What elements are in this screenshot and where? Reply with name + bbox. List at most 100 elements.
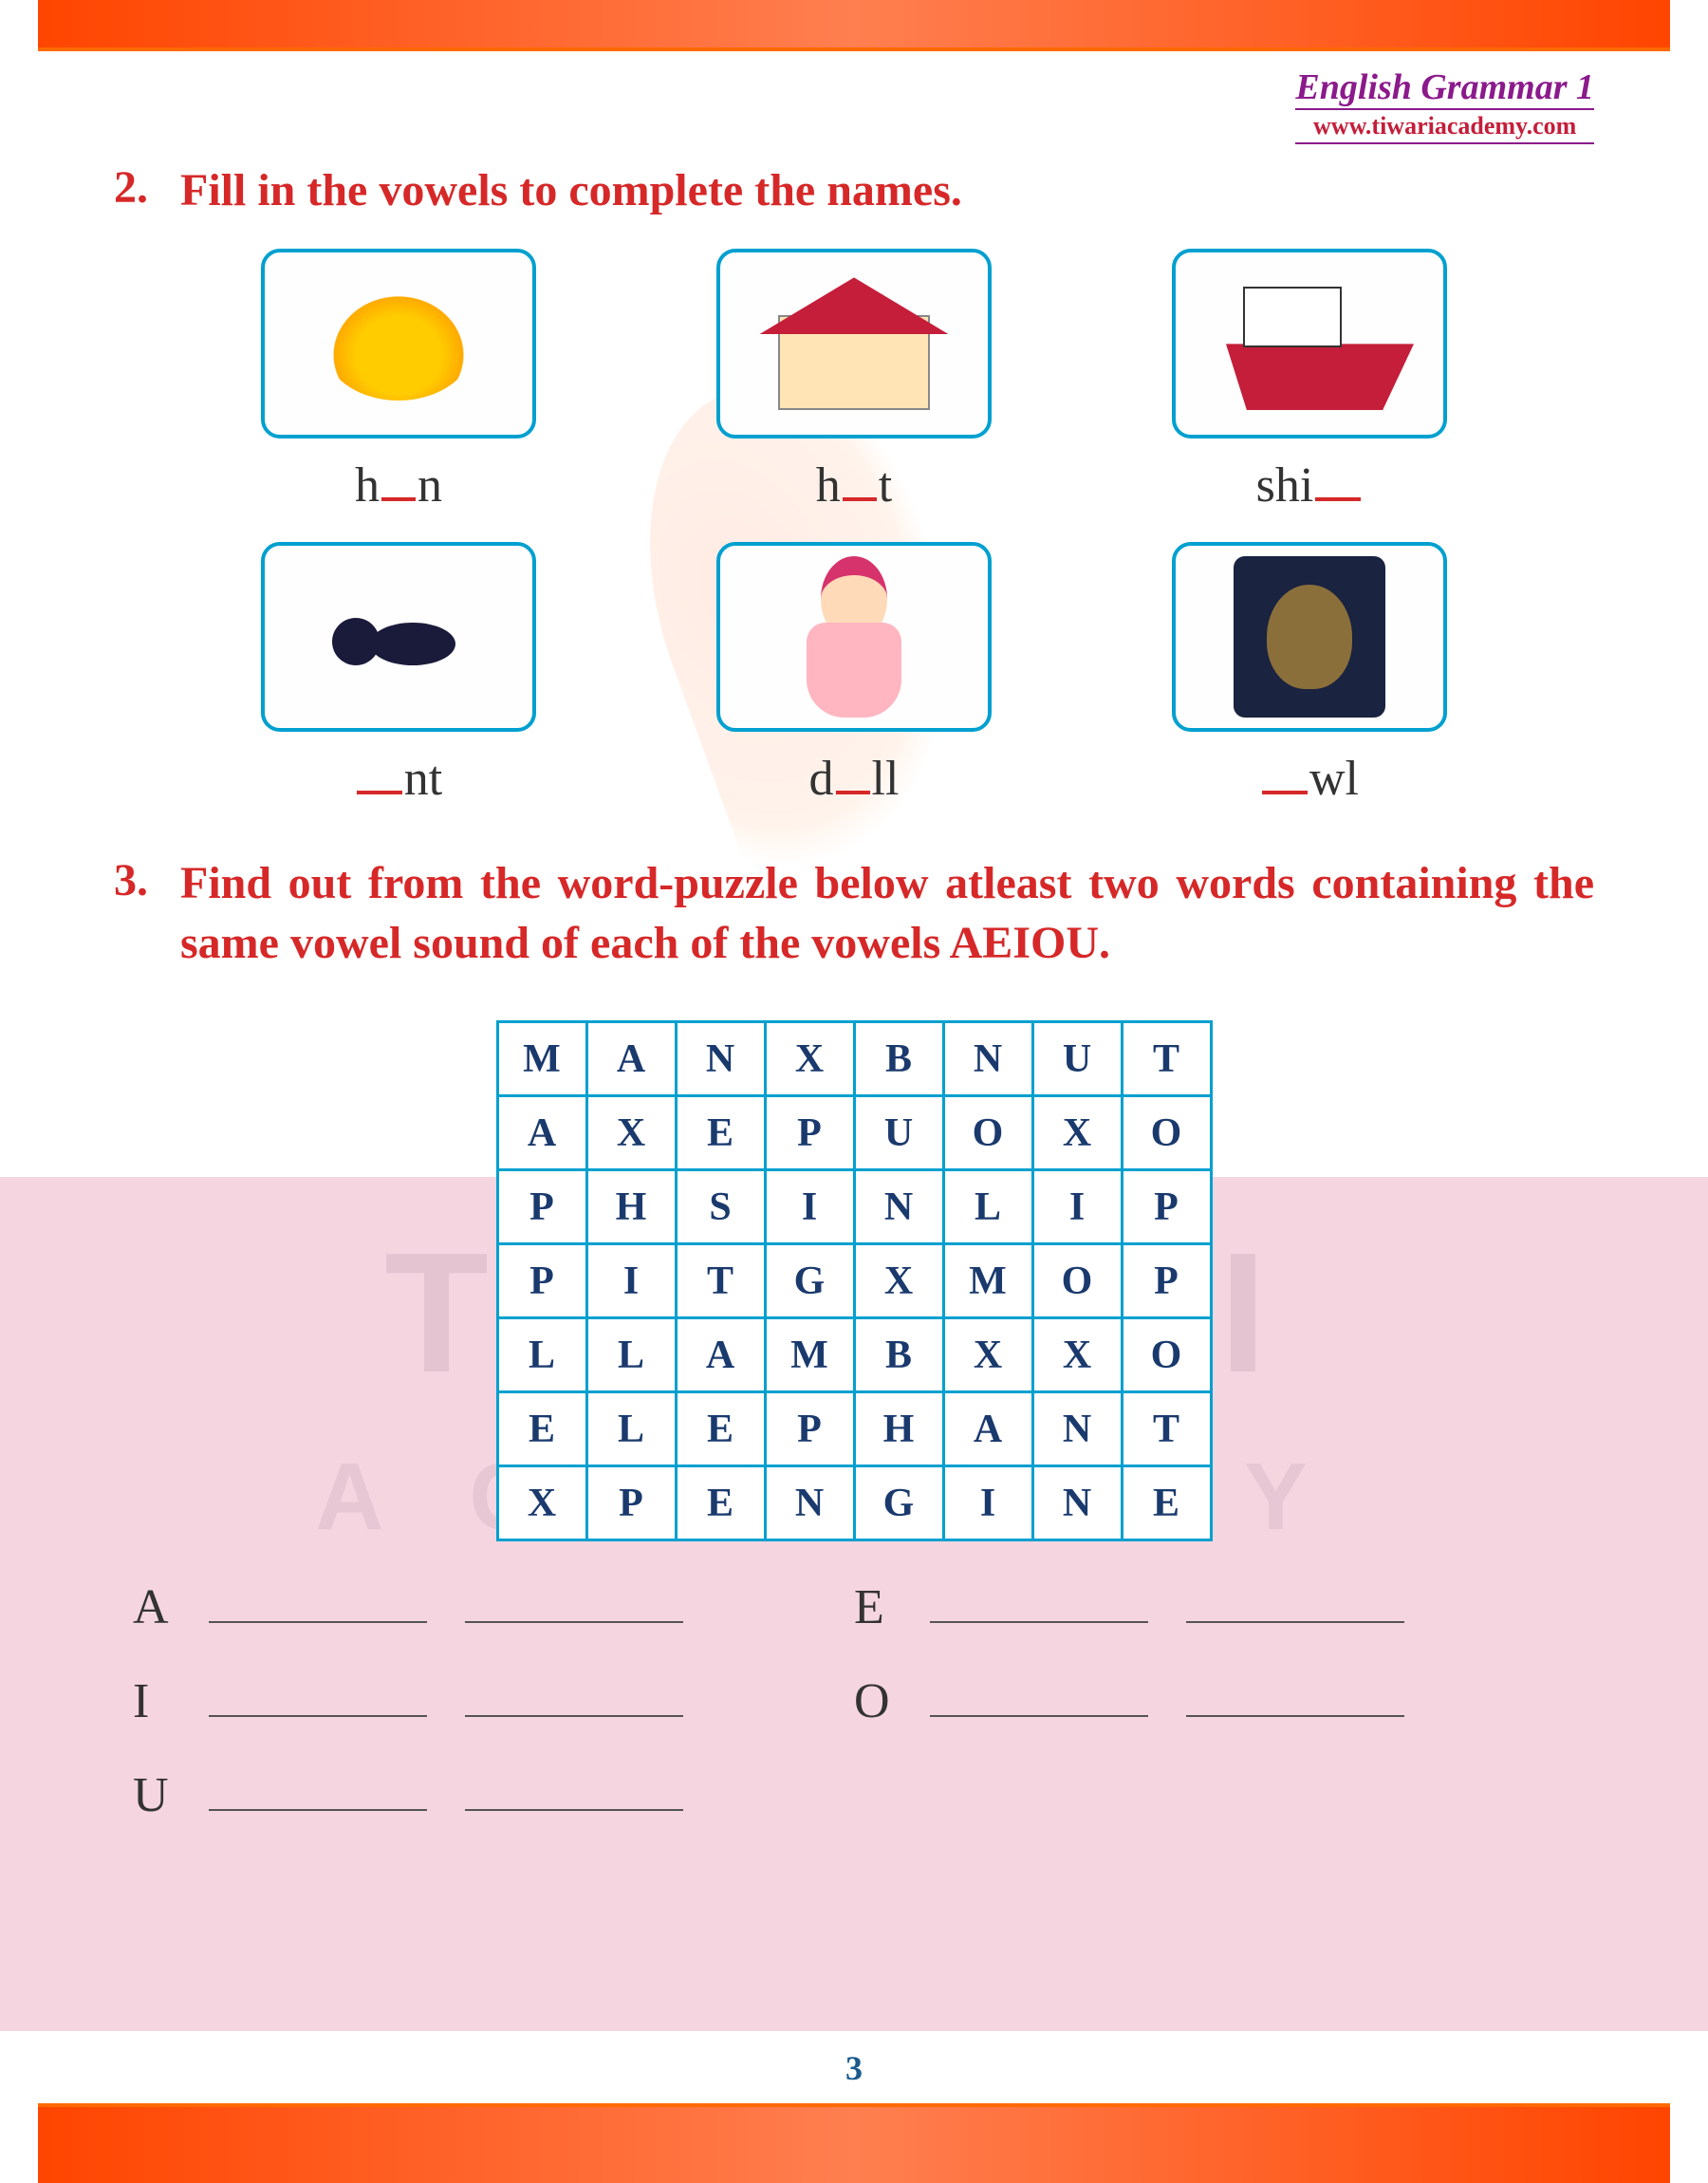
grid-cell: E (676, 1466, 765, 1540)
content-area: 2. Fill in the vowels to complete the na… (114, 161, 1594, 1861)
blank-e-1[interactable] (930, 1621, 1148, 1623)
owl-post: wl (1309, 752, 1359, 806)
grid-cell: H (586, 1170, 676, 1244)
grid-cell: T (1122, 1022, 1211, 1096)
hut-label: ht (816, 457, 892, 513)
hen-image-box (261, 249, 536, 438)
grid-row: PITGXMOP (497, 1244, 1211, 1318)
grid-row: MANXBNUT (497, 1022, 1211, 1096)
answer-o: O (854, 1673, 1575, 1729)
grid-cell: O (943, 1096, 1032, 1170)
ant-label: nt (355, 751, 442, 807)
grid-cell: X (1032, 1318, 1122, 1392)
q3-text: Find out from the word-puzzle below atle… (180, 854, 1594, 973)
hut-image-box (716, 249, 992, 438)
grid-cell: A (943, 1392, 1032, 1466)
grid-cell: L (943, 1170, 1032, 1244)
grid-cell: U (1032, 1022, 1122, 1096)
grid-cell: L (586, 1318, 676, 1392)
doll-post: ll (872, 752, 900, 806)
grid-cell: X (943, 1318, 1032, 1392)
header-title: English Grammar 1 (1295, 66, 1594, 108)
answer-e: E (854, 1579, 1575, 1635)
q2-text: Fill in the vowels to complete the names… (180, 161, 962, 220)
hen-post: n (418, 458, 442, 513)
blank-o-1[interactable] (930, 1715, 1148, 1717)
blank-i-1[interactable] (209, 1715, 427, 1717)
q2-row-2: nt dll wl (171, 542, 1537, 807)
grid-cell: E (676, 1392, 765, 1466)
item-ship: shi (1105, 249, 1514, 513)
grid-cell: P (586, 1466, 676, 1540)
grid-cell: N (943, 1022, 1032, 1096)
hut-blank[interactable] (843, 497, 877, 501)
page-number: 3 (845, 2048, 863, 2088)
question-3: 3. Find out from the word-puzzle below a… (114, 854, 1594, 973)
grid-cell: N (765, 1466, 854, 1540)
blank-i-2[interactable] (465, 1715, 683, 1717)
blank-a-2[interactable] (465, 1621, 683, 1623)
hen-blank[interactable] (381, 497, 416, 501)
grid-cell: X (497, 1466, 586, 1540)
doll-label: dll (809, 751, 900, 807)
grid-cell: I (765, 1170, 854, 1244)
ship-pre: shi (1256, 458, 1314, 513)
blank-u-1[interactable] (209, 1809, 427, 1811)
grid-cell: X (854, 1244, 943, 1318)
grid-cell: O (1032, 1244, 1122, 1318)
grid-cell: N (676, 1022, 765, 1096)
grid-cell: P (1122, 1244, 1211, 1318)
grid-cell: A (586, 1022, 676, 1096)
grid-row: AXEPUOXO (497, 1096, 1211, 1170)
blank-o-2[interactable] (1186, 1715, 1404, 1717)
blank-u-2[interactable] (465, 1809, 683, 1811)
grid-cell: H (854, 1392, 943, 1466)
owl-icon (1234, 556, 1385, 718)
blank-a-1[interactable] (209, 1621, 427, 1623)
grid-cell: O (1122, 1096, 1211, 1170)
label-o: O (854, 1673, 911, 1729)
grid-cell: L (497, 1318, 586, 1392)
doll-pre: d (809, 752, 834, 806)
label-e: E (854, 1579, 911, 1635)
grid-cell: P (497, 1244, 586, 1318)
grid-cell: P (765, 1096, 854, 1170)
grid-cell: B (854, 1022, 943, 1096)
grid-cell: L (586, 1392, 676, 1466)
grid-cell: U (854, 1096, 943, 1170)
grid-cell: M (943, 1244, 1032, 1318)
doll-icon (788, 556, 920, 718)
grid-cell: O (1122, 1318, 1211, 1392)
grid-cell: P (765, 1392, 854, 1466)
grid-row: PHSINLIP (497, 1170, 1211, 1244)
question-2: 2. Fill in the vowels to complete the na… (114, 161, 1594, 220)
hut-pre: h (816, 458, 841, 513)
grid-cell: P (497, 1170, 586, 1244)
grid-cell: X (765, 1022, 854, 1096)
doll-blank[interactable] (836, 791, 870, 794)
grid-cell: M (497, 1022, 586, 1096)
item-owl: wl (1105, 542, 1514, 807)
bottom-border (38, 2107, 1670, 2183)
grid-cell: X (586, 1096, 676, 1170)
top-border (38, 0, 1670, 47)
grid-cell: E (1122, 1466, 1211, 1540)
label-i: I (133, 1673, 190, 1729)
blank-e-2[interactable] (1186, 1621, 1404, 1623)
grid-cell: G (765, 1244, 854, 1318)
owl-blank[interactable] (1262, 791, 1308, 794)
house-icon (759, 277, 949, 410)
grid-cell: M (765, 1318, 854, 1392)
answer-row-1: A E (133, 1579, 1575, 1635)
grid-row: XPENGINE (497, 1466, 1211, 1540)
grid-cell: E (676, 1096, 765, 1170)
grid-cell: E (497, 1392, 586, 1466)
grid-cell: B (854, 1318, 943, 1392)
ant-blank[interactable] (357, 791, 402, 794)
q2-row-1: h n ht shi (171, 249, 1537, 513)
grid-cell: P (1122, 1170, 1211, 1244)
answer-u: U (133, 1767, 854, 1823)
ship-blank[interactable] (1315, 497, 1361, 501)
answer-row-3: U (133, 1767, 1575, 1823)
worksheet-page: English Grammar 1 www.tiwariacademy.com … (0, 0, 1708, 2183)
